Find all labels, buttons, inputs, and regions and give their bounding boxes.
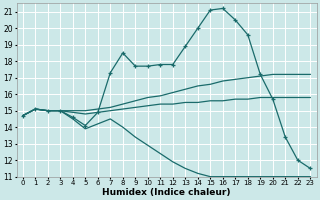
- X-axis label: Humidex (Indice chaleur): Humidex (Indice chaleur): [102, 188, 231, 197]
